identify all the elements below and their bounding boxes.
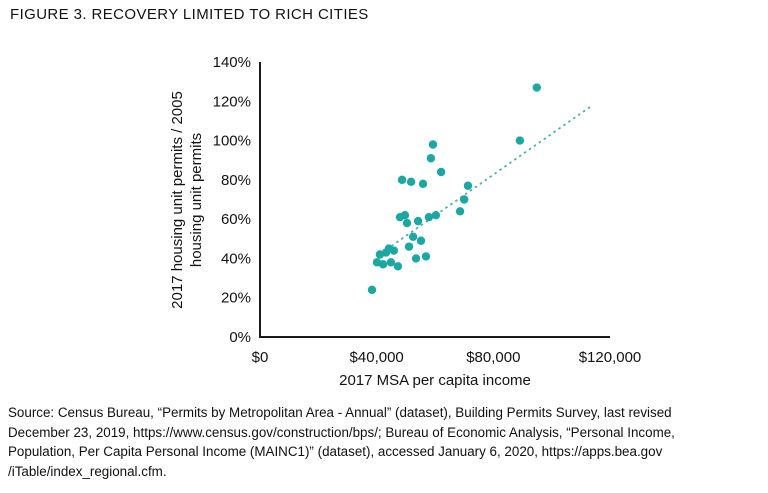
scatter-point <box>404 242 414 251</box>
scatter-point <box>389 246 399 255</box>
y-tick-label: 120% <box>213 93 251 110</box>
y-tick-label: 100% <box>213 133 251 150</box>
x-tick-label: $40,000 <box>350 349 404 366</box>
y-tick-label: 20% <box>221 290 251 307</box>
source-line: December 23, 2019, https://www.census.go… <box>8 424 675 440</box>
source-line: Source: Census Bureau, “Permits by Metro… <box>8 405 672 420</box>
source-line: Population, Per Capita Personal Income (… <box>8 444 663 459</box>
y-tick-label: 60% <box>221 211 251 228</box>
scatter-point <box>431 211 441 220</box>
figure-title: FIGURE 3. RECOVERY LIMITED TO RICH CITIE… <box>10 6 369 23</box>
y-axis-label-line-1: 2017 housing unit permits / 2005 <box>169 91 186 309</box>
source-note: Source: Census Bureau, “Permits by Metro… <box>8 403 763 481</box>
trend-line <box>376 104 593 258</box>
y-tick-label: 0% <box>229 329 251 346</box>
chart-canvas: 0% 20% 40% 60% 80% 100% 120% 140% $0 $40,000 $80,0… <box>213 54 642 366</box>
scatter-point <box>413 216 423 226</box>
axis-lines <box>259 62 610 338</box>
scatter-point <box>515 136 525 145</box>
scatter-point <box>367 285 377 295</box>
scatter-point <box>424 212 434 222</box>
scatter-point <box>408 232 418 242</box>
scatter-point <box>421 252 431 261</box>
scatter-point <box>532 83 541 92</box>
scatter-point <box>436 167 446 177</box>
y-axis-label-line-2: housing unit permits <box>188 132 205 268</box>
scatter-point <box>426 154 436 163</box>
y-tick-label: 140% <box>213 54 251 71</box>
scatter-point <box>416 236 426 245</box>
source-line: /iTable/index_regional.cfm. <box>8 463 167 479</box>
x-tick-label: $80,000 <box>466 349 520 366</box>
scatter-point <box>386 258 396 267</box>
x-tick-label: $0 <box>252 349 269 366</box>
scatter-point <box>455 207 465 216</box>
y-tick-label: 80% <box>221 172 251 189</box>
x-axis-label: 2017 MSA per capita income <box>339 372 531 389</box>
scatter-point <box>463 181 473 190</box>
scatter-point <box>459 195 469 204</box>
scatter-point <box>406 177 416 187</box>
x-tick-label: $120,000 <box>579 349 642 366</box>
scatter-point <box>418 179 428 188</box>
y-tick-label: 40% <box>221 250 251 267</box>
scatter-point <box>397 175 407 185</box>
scatter-point <box>400 211 410 220</box>
scatter-point <box>393 262 403 271</box>
scatter-point <box>428 140 438 149</box>
scatter-point <box>378 260 388 269</box>
scatter-point <box>411 254 421 263</box>
y-axis-label: 2017 housing unit permits / 2005 housing… <box>168 50 206 350</box>
scatter-point <box>402 218 412 228</box>
